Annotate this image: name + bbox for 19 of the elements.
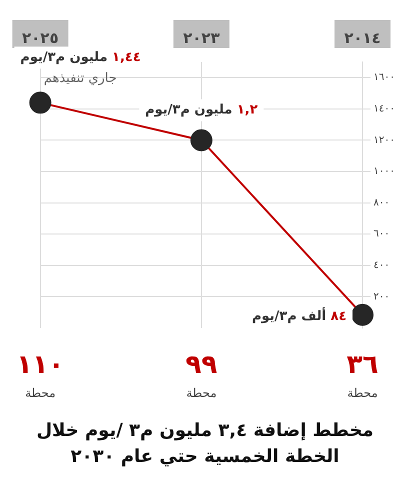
- annotation: جاري تنفيذهم: [44, 71, 117, 86]
- annotation: ١,٢ مليون م٣/يوم: [145, 102, 258, 118]
- text: ١١٠ محطة: [16, 350, 64, 400]
- annotation: ٨٤ ألف م٣/يوم: [252, 307, 347, 324]
- y-tick-label: ٢٠٠: [374, 291, 390, 302]
- y-tick-label: ١٤٠٠: [374, 104, 395, 115]
- annotation: ١,٤٤ مليون م٣/يوم: [20, 50, 141, 66]
- text: مخطط إضافة ٣,٤ مليون م٣ /يوم خلال الخطة الخمسية حتي عام ٢٠٣٠: [35, 419, 375, 469]
- text: ٩٩ محطة: [186, 350, 218, 400]
- x-tick-label: ٢٠٢٥: [22, 28, 59, 47]
- y-tick-label: ١٦٠٠: [374, 72, 395, 84]
- y-tick-label: ٤٠٠: [374, 260, 390, 272]
- x-tick-label: ٢٠٢٣: [183, 28, 220, 47]
- y-tick-label: ٨٠٠: [374, 197, 390, 208]
- x-tick-label: ٢٠١٤: [344, 28, 381, 47]
- y-tick-label: ١٠٠٠: [374, 166, 395, 178]
- y-tick-label: ٦٠٠: [374, 228, 390, 240]
- y-tick-label: ١٢٠٠: [374, 134, 395, 146]
- text: ٣٦ محطة: [346, 350, 378, 400]
